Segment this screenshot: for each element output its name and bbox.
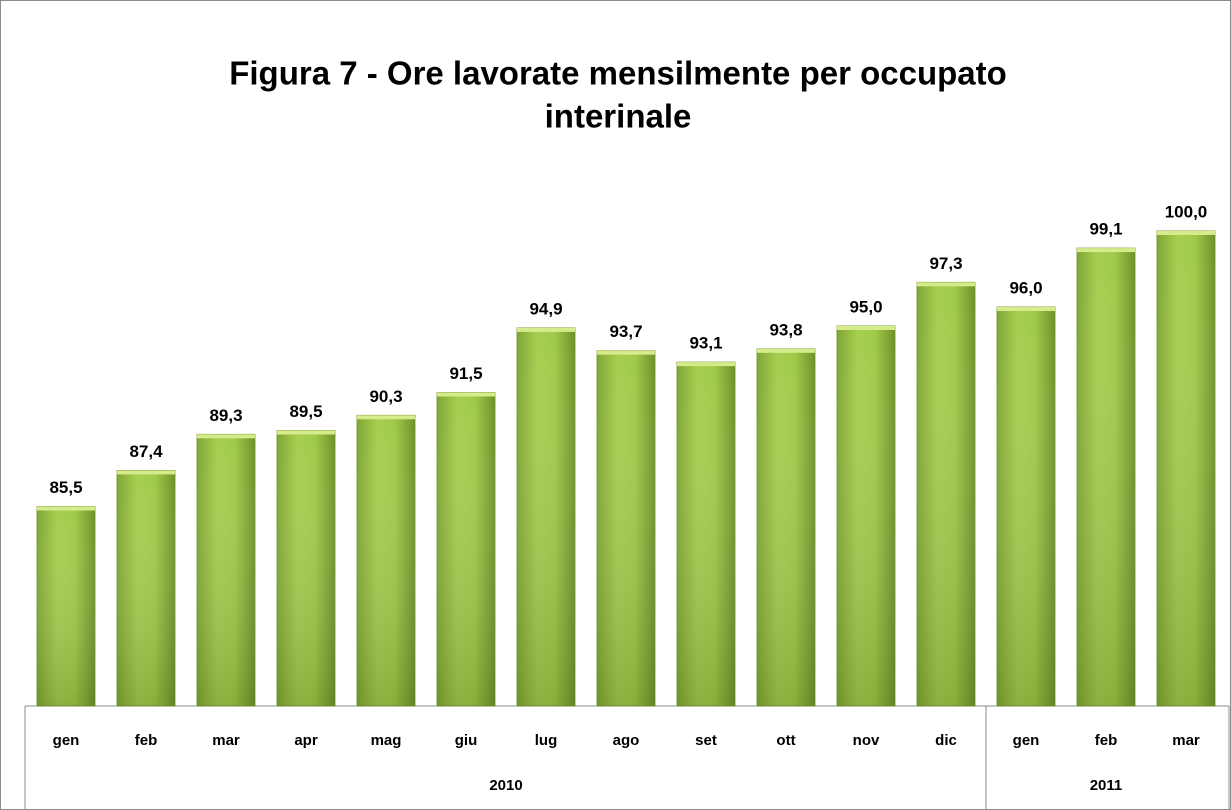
bar — [596, 350, 656, 707]
bar — [276, 430, 336, 707]
bar-cap — [997, 307, 1055, 311]
chart-title: interinale — [545, 98, 692, 135]
bar — [916, 281, 976, 707]
bar-cap — [357, 415, 415, 420]
x-tick-label: set — [695, 732, 717, 749]
data-label: 89,3 — [209, 406, 242, 425]
data-label: 85,5 — [49, 478, 82, 497]
x-tick-label: ago — [613, 732, 640, 749]
bar-cap — [677, 362, 735, 367]
group-label: 2011 — [1090, 777, 1123, 794]
data-label: 90,3 — [369, 387, 402, 406]
data-label: 89,5 — [289, 402, 322, 421]
data-label: 100,0 — [1165, 202, 1208, 221]
bar — [1076, 247, 1136, 707]
data-label: 96,0 — [1009, 278, 1042, 297]
x-tick-label: feb — [1095, 732, 1118, 749]
bar-cap — [37, 506, 95, 511]
data-label: 95,0 — [849, 297, 882, 316]
bar — [356, 414, 416, 707]
data-label: 99,1 — [1089, 220, 1122, 239]
x-tick-label: apr — [294, 732, 318, 749]
x-tick-label: mar — [212, 732, 240, 749]
bar-cap — [757, 348, 815, 353]
data-label: 94,9 — [529, 299, 562, 318]
bar-cap — [1077, 248, 1135, 253]
group-label: 2010 — [489, 777, 522, 794]
bar-cap — [197, 434, 255, 439]
bar-cap — [837, 326, 895, 330]
bar-cap — [437, 392, 495, 397]
x-tick-label: mar — [1172, 732, 1200, 749]
bar-cap — [517, 327, 575, 332]
x-tick-label: gen — [53, 732, 80, 749]
x-tick-label: feb — [135, 732, 158, 749]
x-tick-label: dic — [935, 732, 957, 749]
x-tick-label: nov — [853, 732, 880, 749]
chart-title: Figura 7 - Ore lavorate mensilmente per … — [229, 55, 1007, 92]
data-label: 91,5 — [449, 364, 482, 383]
bar — [516, 327, 576, 707]
data-label: 97,3 — [929, 254, 962, 273]
bar — [196, 433, 256, 707]
bar — [676, 361, 736, 707]
bar-cap — [917, 282, 975, 287]
x-tick-label: mag — [371, 732, 402, 749]
data-label: 93,7 — [609, 322, 642, 341]
data-label: 87,4 — [129, 442, 163, 461]
bar — [1156, 230, 1216, 707]
x-tick-label: ott — [776, 732, 795, 749]
bar — [756, 348, 816, 707]
bar — [36, 506, 96, 707]
bar — [436, 392, 496, 707]
bar — [836, 325, 896, 707]
bar — [116, 469, 176, 707]
bar — [996, 306, 1056, 707]
bar-cap — [277, 430, 335, 435]
x-tick-label: lug — [535, 732, 558, 749]
bar-cap — [1157, 231, 1215, 235]
data-label: 93,1 — [689, 334, 722, 353]
x-tick-label: gen — [1013, 732, 1040, 749]
x-tick-label: giu — [455, 732, 478, 749]
data-label: 93,8 — [769, 320, 802, 339]
bar-cap — [597, 350, 655, 355]
bar-cap — [117, 470, 175, 475]
